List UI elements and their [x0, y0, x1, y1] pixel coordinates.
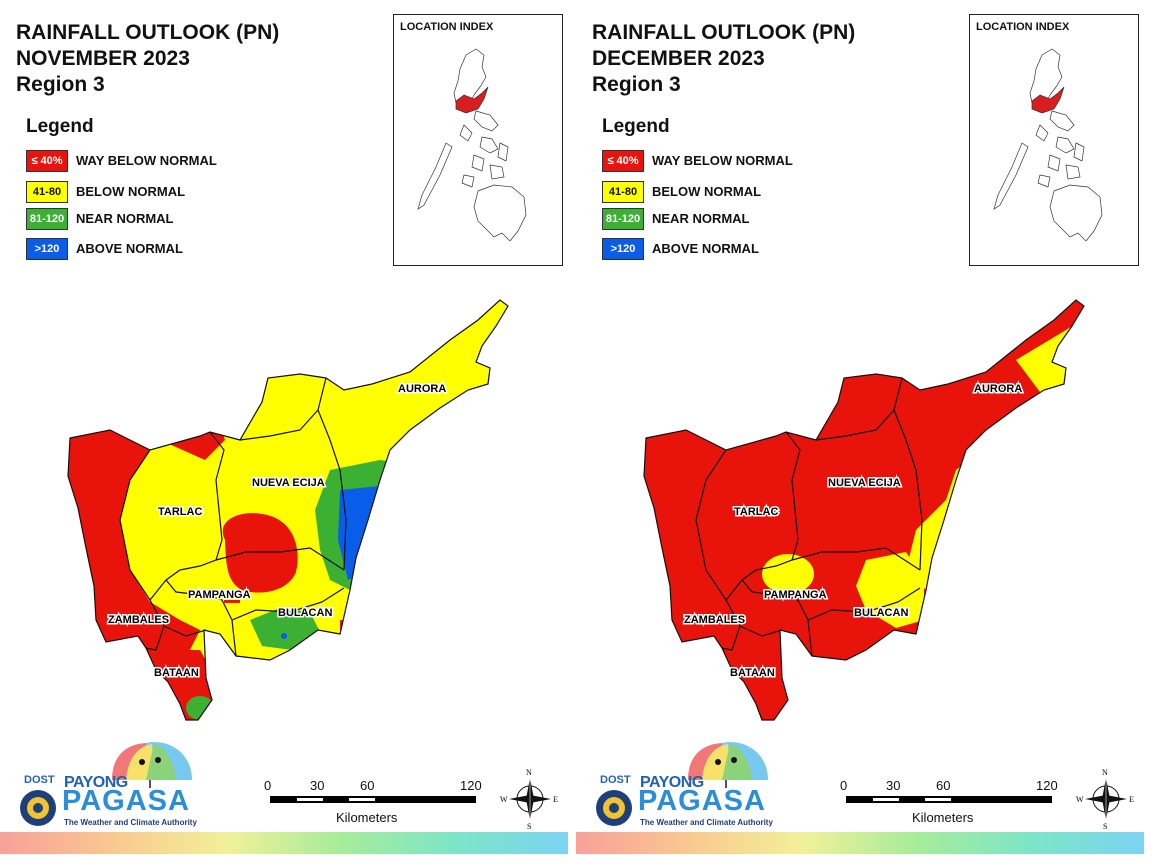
legend-swatch: 41-80 [26, 181, 68, 203]
title-line-1: RAINFALL OUTLOOK (PN) [592, 21, 856, 44]
title-line-3: Region 3 [16, 73, 105, 96]
scale-bar: 0 30 60 120 Kilometers [262, 778, 492, 828]
dost-seal-icon [20, 790, 56, 826]
pagasa-text: PAGASA [62, 785, 190, 817]
umbrella-icon [112, 742, 192, 788]
legend-swatch: >120 [602, 238, 644, 260]
scale-segment [925, 798, 951, 801]
compass-w: W [500, 795, 508, 804]
compass-e: E [553, 795, 558, 804]
scale-bar: 0 30 60 120 Kilometers [838, 778, 1068, 828]
legend-swatch: ≤ 40% [602, 150, 644, 172]
province-label-pampanga: PAMPANGA [764, 589, 827, 601]
scale-tick-label: 30 [310, 778, 325, 793]
legend-swatch: >120 [26, 238, 68, 260]
dost-text: DOST [600, 774, 631, 786]
scale-unit-label: Kilometers [912, 810, 974, 825]
legend-label: BELOW NORMAL [652, 184, 762, 199]
legend-label: WAY BELOW NORMAL [652, 153, 793, 168]
province-label-bataan: BATAAN [730, 667, 775, 679]
payong-pagasa-logo: DOST PAYONG PAGASA The Weather and Clima… [16, 740, 197, 835]
outlook-panel-december: RAINFALL OUTLOOK (PN) DECEMBER 2023 Regi… [576, 0, 1152, 864]
legend-label: ABOVE NORMAL [652, 241, 759, 256]
title-line-3: Region 3 [592, 73, 681, 96]
title-line-1: RAINFALL OUTLOOK (PN) [16, 21, 280, 44]
footer-gradient-bar [0, 832, 568, 854]
location-index-inset: LOCATION INDEX [393, 14, 563, 266]
scale-tick-label: 30 [886, 778, 901, 793]
compass-rose-icon: N S E W [500, 768, 558, 831]
payong-text: PAYONG [640, 774, 704, 791]
province-label-zambales: ZAMBALES [108, 614, 169, 626]
pagasa-text: PAGASA [638, 785, 766, 817]
compass-n: N [526, 768, 532, 777]
map-title: RAINFALL OUTLOOK (PN) DECEMBER 2023 Regi… [592, 20, 855, 98]
legend-label: NEAR NORMAL [76, 211, 174, 226]
tagline-text: The Weather and Climate Authority [64, 818, 197, 827]
payong-text: PAYONG [64, 774, 128, 791]
map-title: RAINFALL OUTLOOK (PN) NOVEMBER 2023 Regi… [16, 20, 279, 98]
scale-tick-label: 120 [1036, 778, 1058, 793]
compass-w: W [1076, 795, 1084, 804]
dost-seal-icon [596, 790, 632, 826]
legend-label: BELOW NORMAL [76, 184, 186, 199]
title-line-2: DECEMBER 2023 [592, 47, 765, 70]
legend-swatch: 81-120 [26, 208, 68, 230]
legend-label: ABOVE NORMAL [76, 241, 183, 256]
dost-text: DOST [24, 774, 55, 786]
scale-tick-label: 0 [264, 778, 272, 793]
province-label-nueva-ecija: NUEVA ECIJA [828, 477, 901, 489]
province-label-aurora: AURORA [398, 383, 446, 395]
scale-segment [297, 798, 323, 801]
legend-label: NEAR NORMAL [652, 211, 750, 226]
compass-s: S [527, 822, 531, 830]
legend-swatch: 41-80 [602, 181, 644, 203]
umbrella-icon [688, 742, 768, 788]
north-arrow: N S E W [500, 766, 560, 831]
scale-segment [349, 798, 375, 801]
province-label-bataan: BATAAN [154, 667, 199, 679]
north-arrow: N S E W [1076, 766, 1136, 831]
location-index-inset: LOCATION INDEX [969, 14, 1139, 266]
province-label-bulacan: BULACAN [278, 607, 332, 619]
scale-tick-label: 60 [936, 778, 951, 793]
province-label-nueva-ecija: NUEVA ECIJA [252, 477, 325, 489]
inset-title: LOCATION INDEX [400, 21, 494, 33]
compass-s: S [1103, 822, 1107, 830]
legend-swatch: 81-120 [602, 208, 644, 230]
province-label-tarlac: TARLAC [734, 506, 778, 518]
province-label-tarlac: TARLAC [158, 506, 202, 518]
compass-e: E [1129, 795, 1134, 804]
scale-segment [873, 798, 899, 801]
scale-bar-graphic [270, 796, 476, 803]
payong-pagasa-logo: DOST PAYONG PAGASA The Weather and Clima… [592, 740, 773, 835]
footer-gradient-bar [576, 832, 1144, 854]
outlook-panel-november: RAINFALL OUTLOOK (PN) NOVEMBER 2023 Regi… [0, 14, 568, 854]
philippines-outline-icon [993, 48, 1103, 242]
province-label-aurora: AURORA [974, 383, 1022, 395]
rainfall-map-december: AURORA NUEVA ECIJA TARLAC PAMPANGA BULAC… [643, 299, 1085, 721]
inset-title: LOCATION INDEX [976, 21, 1070, 33]
philippines-outline-icon [417, 48, 527, 242]
scale-tick-label: 120 [460, 778, 482, 793]
compass-rose-icon: N S E W [1076, 768, 1134, 831]
province-label-zambales: ZAMBALES [684, 614, 745, 626]
legend-label: WAY BELOW NORMAL [76, 153, 217, 168]
legend-title: Legend [602, 116, 670, 137]
scale-unit-label: Kilometers [336, 810, 398, 825]
title-line-2: NOVEMBER 2023 [16, 47, 190, 70]
scale-tick-label: 60 [360, 778, 375, 793]
legend-swatch: ≤ 40% [26, 150, 68, 172]
compass-n: N [1102, 768, 1108, 777]
tagline-text: The Weather and Climate Authority [640, 818, 773, 827]
province-label-bulacan: BULACAN [854, 607, 908, 619]
scale-tick-label: 0 [840, 778, 848, 793]
scale-bar-graphic [846, 796, 1052, 803]
legend-title: Legend [26, 116, 94, 137]
rainfall-map-november: AURORA NUEVA ECIJA TARLAC PAMPANGA BULAC… [67, 299, 509, 721]
province-label-pampanga: PAMPANGA [188, 589, 251, 601]
